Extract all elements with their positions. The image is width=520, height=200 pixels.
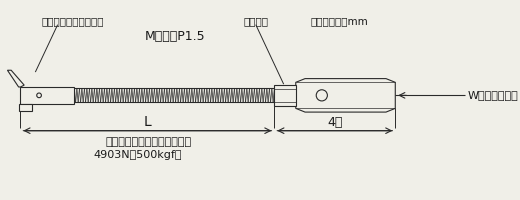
Text: 最大引張強度（ネジ部破断）: 最大引張強度（ネジ部破断） <box>106 137 192 147</box>
Polygon shape <box>7 70 24 87</box>
Polygon shape <box>19 104 32 111</box>
Text: 六角対辺１７mm: 六角対辺１７mm <box>310 16 368 26</box>
Text: M１０　P1.5: M１０ P1.5 <box>145 30 205 43</box>
Circle shape <box>316 90 328 101</box>
Text: 4903N（500kgf）: 4903N（500kgf） <box>94 150 182 160</box>
Text: 4０: 4０ <box>327 116 343 129</box>
Text: フリップアンカー本体: フリップアンカー本体 <box>41 16 104 26</box>
Text: ブッシュ: ブッシュ <box>243 16 268 26</box>
Circle shape <box>37 93 42 98</box>
Text: W１／２－１２: W１／２－１２ <box>468 90 518 100</box>
Polygon shape <box>296 79 395 112</box>
Text: L: L <box>144 115 151 129</box>
Bar <box>275 85 296 106</box>
Bar <box>20 87 74 104</box>
